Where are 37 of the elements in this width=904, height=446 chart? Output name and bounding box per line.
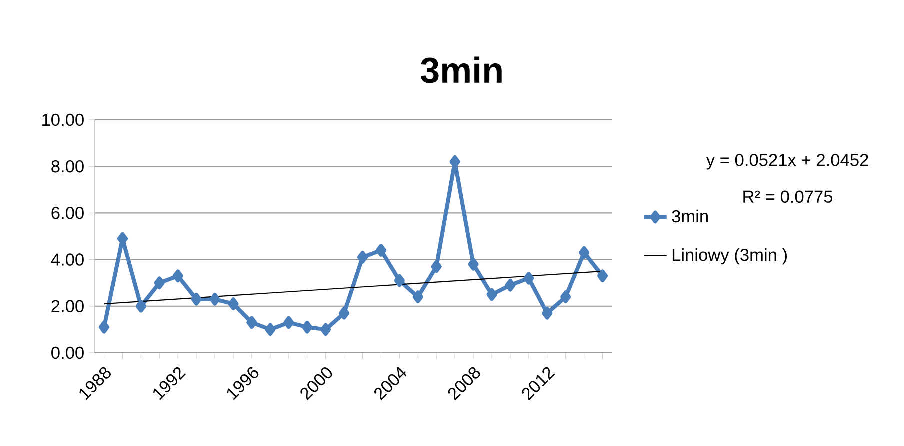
point bbox=[597, 270, 608, 282]
point bbox=[246, 316, 258, 330]
point bbox=[468, 258, 479, 271]
y-tick-label: 4.00 bbox=[51, 254, 84, 266]
point bbox=[357, 251, 368, 264]
point bbox=[320, 323, 332, 336]
point bbox=[486, 288, 498, 302]
point bbox=[412, 290, 424, 304]
legend-label: 3min bbox=[672, 210, 708, 223]
point bbox=[98, 320, 110, 334]
chart-title: 3min bbox=[420, 56, 502, 84]
point bbox=[265, 323, 276, 336]
point bbox=[524, 272, 534, 285]
y-tick-label: 0.00 bbox=[52, 346, 84, 360]
y-tick-label: 2.00 bbox=[52, 300, 84, 313]
point bbox=[505, 279, 516, 292]
point bbox=[431, 260, 442, 274]
point bbox=[302, 320, 313, 334]
point bbox=[560, 290, 572, 304]
point bbox=[154, 276, 165, 290]
point bbox=[394, 274, 405, 288]
point bbox=[210, 293, 220, 306]
legend-label: Liniowy (3min ) bbox=[672, 248, 787, 265]
point bbox=[191, 293, 202, 306]
text: y = 0.0521x + 2.0452 bbox=[706, 154, 868, 170]
point bbox=[136, 300, 146, 313]
y-tick-label: 10.00 bbox=[42, 114, 84, 126]
point bbox=[228, 298, 239, 310]
text: R² = 0.0775 bbox=[744, 190, 833, 204]
point bbox=[338, 306, 350, 320]
point bbox=[376, 244, 386, 257]
point bbox=[172, 270, 184, 282]
y-tick-label: 8.00 bbox=[52, 160, 84, 173]
y-tick-label: 6.00 bbox=[52, 207, 84, 220]
point bbox=[284, 316, 294, 330]
point bbox=[542, 306, 553, 320]
point bbox=[579, 246, 590, 260]
